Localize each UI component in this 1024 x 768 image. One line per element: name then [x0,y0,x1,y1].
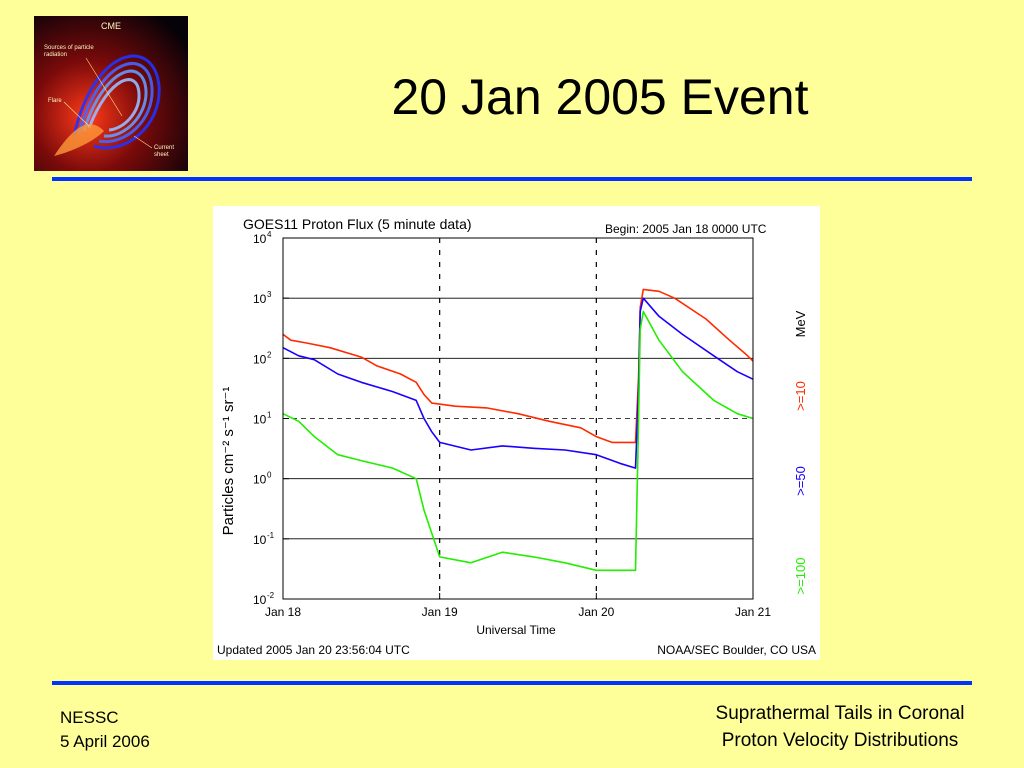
series-lines [282,288,754,572]
y-tick-label: 10 3 [253,290,289,306]
y-tick-exponent: -1 [267,531,275,540]
logo-label-sheet: sheet [154,152,169,158]
chart-source-label: NOAA/SEC Boulder, CO USA [657,643,816,657]
chart-title: GOES11 Proton Flux (5 minute data) [243,216,472,232]
footer-talk-title-line1: Suprathermal Tails in Coronal [715,703,965,724]
legend-label-3: >=100 [793,558,808,595]
y-tick-label: 10 0 [253,471,289,487]
bottom-divider [52,681,972,685]
y-tick-label: 10 1 [253,411,289,427]
series-legend: >=10 >=50 >=100 [793,381,808,594]
logo-label-current: Current [154,145,174,151]
y-axis-label: Particles cm⁻² s⁻¹ sr⁻¹ [220,387,237,536]
logo-label-radiation: radiation [44,52,67,58]
top-divider [52,177,972,181]
y-tick-base: 10 [253,292,267,306]
y-tick-exponent: -2 [267,591,275,600]
series-line-2 [282,297,754,469]
footer-org: NESSC [60,708,119,727]
plot-frame [282,237,754,600]
x-tick-label: Jan 20 [578,605,614,619]
legend-label-1: >=10 [793,381,808,411]
chart-begin-label: Begin: 2005 Jan 18 0000 UTC [605,222,767,236]
y-tick-base: 10 [253,232,267,246]
y-tick-exponent: 0 [267,471,272,480]
chart-updated-label: Updated 2005 Jan 20 23:56:04 UTC [217,643,410,657]
chart-grid [283,297,753,540]
footer-talk-title-line2: Proton Velocity Distributions [721,730,959,751]
y-tick-exponent: 4 [267,230,272,239]
y-tick-label: 10 -1 [253,531,289,547]
day-marker-lines [439,238,597,599]
y-tick-base: 10 [253,352,267,366]
logo-label-sources: Sources of particle [44,45,94,51]
x-tick-label: Jan 19 [422,605,458,619]
footer-date: 5 April 2006 [60,732,150,751]
x-axis-label: Universal Time [476,623,556,637]
slide-title: 20 Jan 2005 Event [391,69,809,125]
x-tick-label: Jan 18 [265,605,301,619]
x-tick-label: Jan 21 [735,605,771,619]
footer-right: Suprathermal Tails in Coronal Proton Vel… [640,700,1024,754]
y-tick-base: 10 [253,593,267,607]
logo-heading: CME [101,21,121,31]
y-tick-exponent: 1 [267,411,272,420]
unit-label: MeV [793,310,808,337]
y-tick-exponent: 3 [267,290,272,299]
series-line-3 [282,310,754,572]
y-tick-base: 10 [253,473,267,487]
legend-label-2: >=50 [793,466,808,496]
y-tick-base: 10 [253,533,267,547]
logo-label-flare: Flare [48,98,62,104]
proton-flux-chart: GOES11 Proton Flux (5 minute data) Begin… [213,206,820,660]
y-tick-base: 10 [253,413,267,427]
y-tick-exponent: 2 [267,350,272,359]
footer-left: NESSC 5 April 2006 [60,706,150,754]
series-line-1 [282,288,754,444]
cme-logo-image: CME Sources of particle radiation Flare … [34,16,188,171]
y-tick-label: 10 2 [253,350,289,366]
x-axis-ticks: Jan 18 Jan 19 Jan 20 Jan 21 [265,593,771,619]
